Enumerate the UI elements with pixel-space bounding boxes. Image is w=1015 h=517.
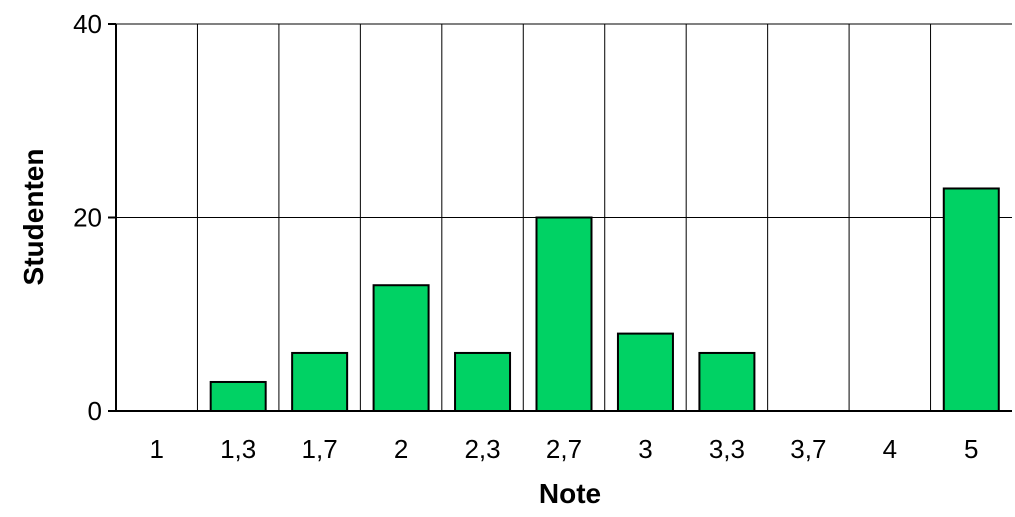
x-tick-label: 1,7 <box>302 434 338 464</box>
x-tick-label: 3 <box>638 434 652 464</box>
y-axis-title: Studenten <box>18 149 49 286</box>
grid-layer <box>116 23 1012 411</box>
bars-layer <box>129 187 1000 413</box>
x-tick-label: 3,7 <box>790 434 826 464</box>
bar <box>209 380 267 413</box>
bar <box>616 332 674 413</box>
x-tick-label: 1 <box>149 434 163 464</box>
bar <box>942 187 1000 412</box>
x-tick-label: 2,3 <box>464 434 500 464</box>
y-tick-label: 0 <box>88 396 102 426</box>
tick-labels-layer: 0 20 40 1 1,3 1,7 2 2,3 2,7 3 3,3 3,7 4 5 <box>73 9 978 464</box>
bar <box>372 284 430 413</box>
bar <box>291 351 349 413</box>
y-tick-label: 40 <box>73 9 102 39</box>
x-tick-label: 1,3 <box>220 434 256 464</box>
bar <box>454 351 512 413</box>
axes-layer <box>108 23 1012 412</box>
y-tick-label: 20 <box>73 203 102 233</box>
x-tick-label: 2,7 <box>546 434 582 464</box>
x-tick-label: 5 <box>964 434 978 464</box>
bar <box>535 216 593 412</box>
x-tick-label: 3,3 <box>709 434 745 464</box>
x-tick-label: 4 <box>883 434 897 464</box>
x-axis-title: Note <box>539 478 601 509</box>
bar <box>698 351 756 413</box>
x-tick-label: 2 <box>394 434 408 464</box>
